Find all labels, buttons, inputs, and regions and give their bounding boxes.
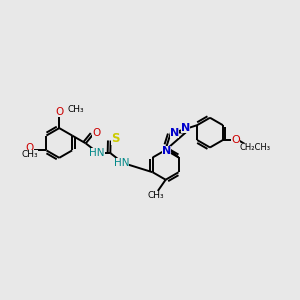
Text: CH₂CH₃: CH₂CH₃ <box>240 142 271 152</box>
Text: CH₃: CH₃ <box>21 150 38 159</box>
Text: HN: HN <box>114 158 129 168</box>
Text: N: N <box>162 146 171 156</box>
Text: O: O <box>26 143 34 153</box>
Text: N: N <box>170 128 179 138</box>
Text: CH₃: CH₃ <box>148 191 165 200</box>
Text: O: O <box>231 135 240 145</box>
Text: N: N <box>181 123 190 133</box>
Text: O: O <box>55 107 63 117</box>
Text: S: S <box>111 133 120 146</box>
Text: CH₃: CH₃ <box>68 105 85 114</box>
Text: HN: HN <box>89 148 105 158</box>
Text: O: O <box>92 128 100 139</box>
